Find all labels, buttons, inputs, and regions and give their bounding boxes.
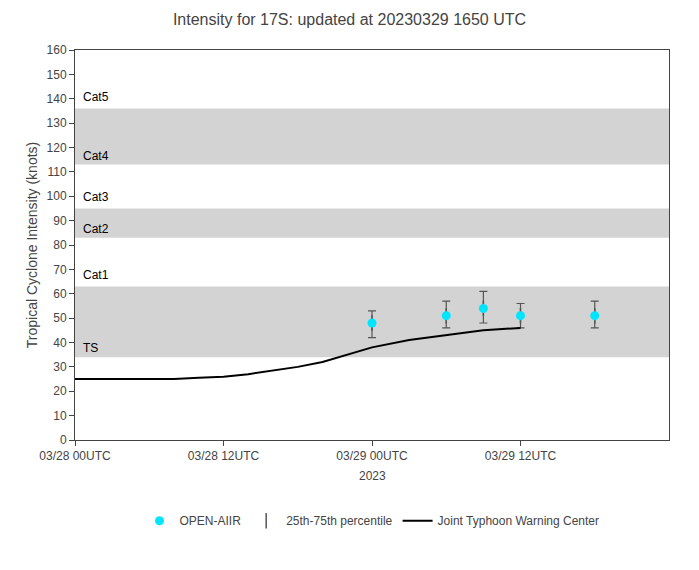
svg-text:03/29 00UTC: 03/29 00UTC (336, 449, 408, 463)
svg-text:0: 0 (60, 433, 67, 447)
svg-text:03/28 12UTC: 03/28 12UTC (188, 449, 260, 463)
svg-text:110: 110 (47, 165, 66, 179)
svg-text:03/29 12UTC: 03/29 12UTC (485, 449, 557, 463)
svg-text:OPEN-AIIR: OPEN-AIIR (180, 514, 242, 528)
svg-text:TS: TS (83, 341, 98, 355)
svg-text:30: 30 (53, 360, 67, 374)
svg-text:Intensity for 17S: updated at: Intensity for 17S: updated at 20230329 1… (173, 11, 526, 28)
svg-text:Cat4: Cat4 (83, 149, 109, 163)
svg-text:Cat1: Cat1 (83, 268, 109, 282)
svg-text:10: 10 (53, 409, 67, 423)
svg-text:130: 130 (47, 116, 67, 130)
svg-text:Cat3: Cat3 (83, 190, 109, 204)
svg-text:100: 100 (47, 189, 67, 203)
svg-text:120: 120 (47, 141, 67, 155)
svg-text:Cat2: Cat2 (83, 222, 109, 236)
svg-text:20: 20 (53, 384, 67, 398)
svg-text:60: 60 (53, 287, 67, 301)
svg-text:40: 40 (53, 336, 67, 350)
svg-text:Cat5: Cat5 (83, 90, 109, 104)
svg-text:90: 90 (53, 214, 67, 228)
svg-text:150: 150 (47, 68, 67, 82)
svg-text:140: 140 (47, 92, 67, 106)
svg-text:03/28 00UTC: 03/28 00UTC (39, 449, 111, 463)
svg-text:70: 70 (53, 263, 67, 277)
svg-text:Tropical Cyclone Intensity (kn: Tropical Cyclone Intensity (knots) (24, 142, 40, 348)
svg-text:Joint Typhoon Warning Center: Joint Typhoon Warning Center (438, 514, 599, 528)
svg-text:160: 160 (47, 43, 67, 57)
svg-text:2023: 2023 (359, 469, 386, 483)
svg-text:50: 50 (53, 311, 67, 325)
svg-text:25th-75th percentile: 25th-75th percentile (286, 514, 392, 528)
svg-text:80: 80 (53, 238, 67, 252)
